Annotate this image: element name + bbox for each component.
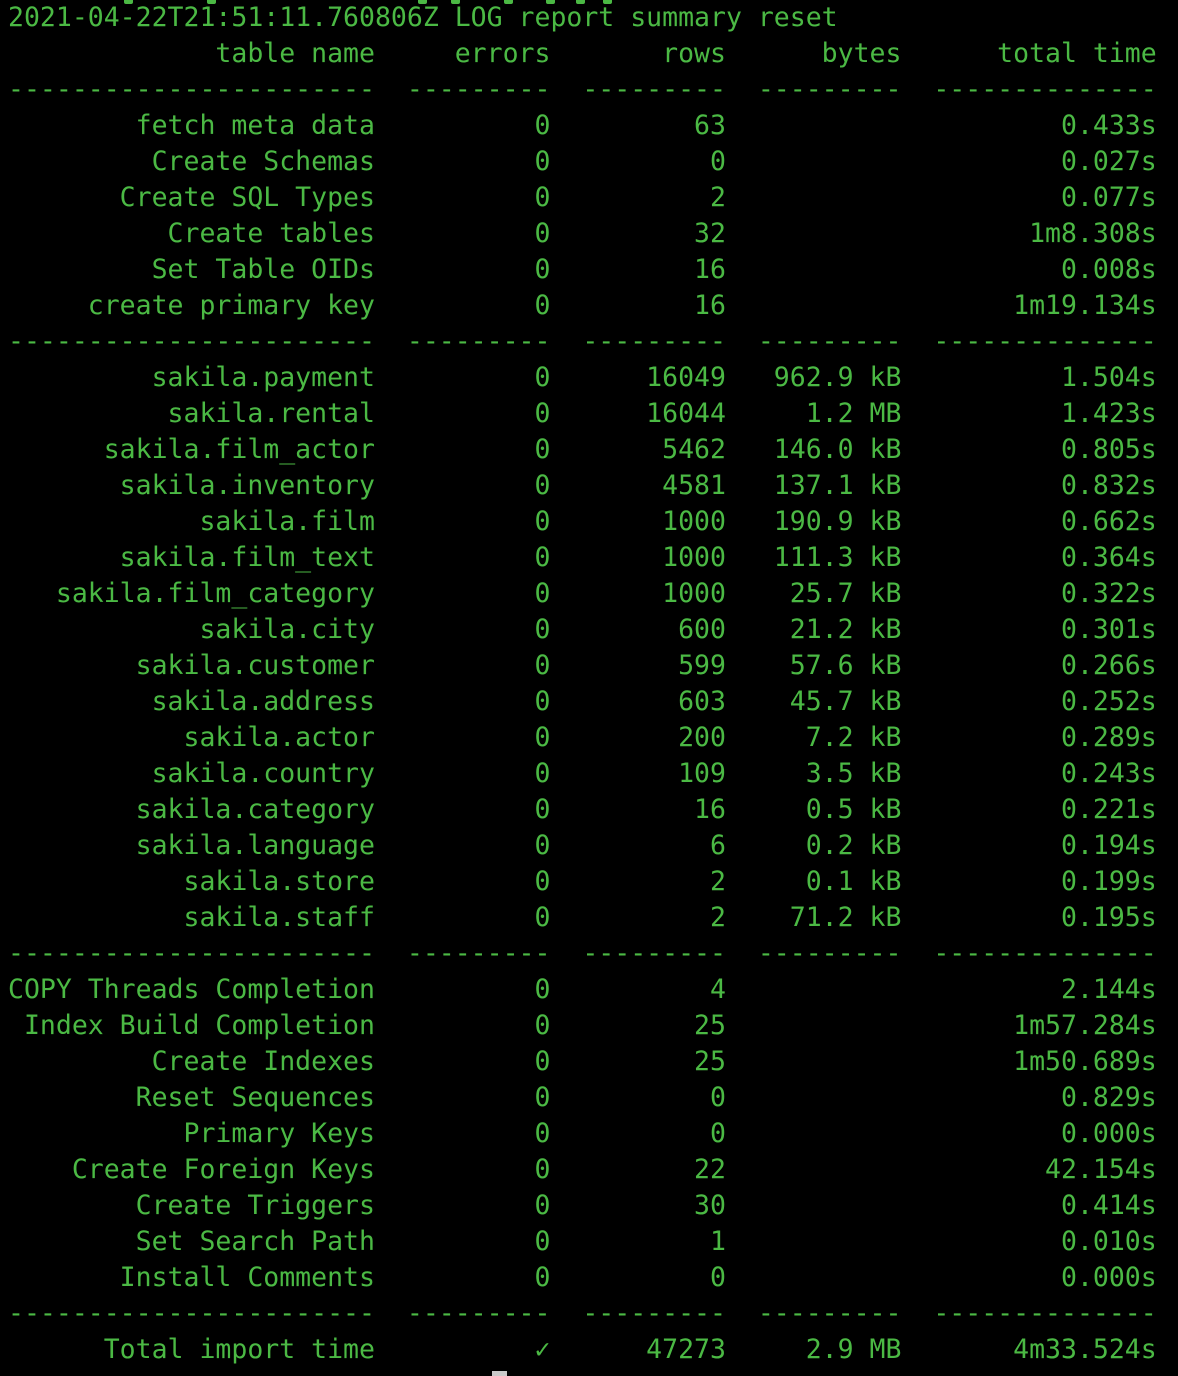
header-row: table name errors rows bytes total time bbox=[8, 38, 1157, 69]
table-row: Set Table OIDs 0 16 0.008s bbox=[8, 254, 1157, 285]
table-row: COPY Threads Completion 0 4 2.144s bbox=[8, 974, 1157, 1005]
clipped-text-fragment bbox=[504, 0, 513, 4]
terminal-output: 2021-04-22T21:51:11.760806Z LOG report s… bbox=[8, 0, 1157, 1368]
table-row: Set Search Path 0 1 0.010s bbox=[8, 1226, 1157, 1257]
table-row: sakila.store 0 2 0.1 kB 0.199s bbox=[8, 866, 1157, 897]
table-row: Create Triggers 0 30 0.414s bbox=[8, 1190, 1157, 1221]
separator-row: ----------------------- --------- ------… bbox=[8, 326, 1157, 357]
clipped-text-fragment bbox=[451, 0, 460, 4]
table-row: Create Schemas 0 0 0.027s bbox=[8, 146, 1157, 177]
table-row: sakila.category 0 16 0.5 kB 0.221s bbox=[8, 794, 1157, 825]
table-row: sakila.rental 0 16044 1.2 MB 1.423s bbox=[8, 398, 1157, 429]
table-row: sakila.customer 0 599 57.6 kB 0.266s bbox=[8, 650, 1157, 681]
table-row: Create tables 0 32 1m8.308s bbox=[8, 218, 1157, 249]
clipped-text-fragment bbox=[603, 0, 612, 4]
table-row: sakila.city 0 600 21.2 kB 0.301s bbox=[8, 614, 1157, 645]
table-row: sakila.staff 0 2 71.2 kB 0.195s bbox=[8, 902, 1157, 933]
table-row: Reset Sequences 0 0 0.829s bbox=[8, 1082, 1157, 1113]
table-row: sakila.actor 0 200 7.2 kB 0.289s bbox=[8, 722, 1157, 753]
clipped-text-fragment bbox=[546, 0, 555, 4]
clipped-previous-line bbox=[0, 0, 1178, 6]
clipped-text-fragment bbox=[418, 0, 427, 4]
table-row: Create SQL Types 0 2 0.077s bbox=[8, 182, 1157, 213]
table-row: sakila.film_text 0 1000 111.3 kB 0.364s bbox=[8, 542, 1157, 573]
separator-row: ----------------------- --------- ------… bbox=[8, 74, 1157, 105]
clipped-text-fragment bbox=[576, 0, 585, 4]
table-row: Create Indexes 0 25 1m50.689s bbox=[8, 1046, 1157, 1077]
terminal-cursor bbox=[492, 1371, 507, 1376]
table-row: sakila.inventory 0 4581 137.1 kB 0.832s bbox=[8, 470, 1157, 501]
separator-row: ----------------------- --------- ------… bbox=[8, 1298, 1157, 1329]
total-row: Total import time ✓ 47273 2.9 MB 4m33.52… bbox=[8, 1334, 1157, 1365]
clipped-text-fragment bbox=[207, 0, 216, 4]
table-row: Create Foreign Keys 0 22 42.154s bbox=[8, 1154, 1157, 1185]
separator-row: ----------------------- --------- ------… bbox=[8, 938, 1157, 969]
table-row: Index Build Completion 0 25 1m57.284s bbox=[8, 1010, 1157, 1041]
log-line: 2021-04-22T21:51:11.760806Z LOG report s… bbox=[8, 2, 838, 33]
table-row: Primary Keys 0 0 0.000s bbox=[8, 1118, 1157, 1149]
clipped-text-fragment bbox=[124, 0, 133, 4]
table-row: sakila.film_category 0 1000 25.7 kB 0.32… bbox=[8, 578, 1157, 609]
table-row: sakila.film_actor 0 5462 146.0 kB 0.805s bbox=[8, 434, 1157, 465]
table-row: sakila.payment 0 16049 962.9 kB 1.504s bbox=[8, 362, 1157, 393]
table-row: sakila.language 0 6 0.2 kB 0.194s bbox=[8, 830, 1157, 861]
table-row: create primary key 0 16 1m19.134s bbox=[8, 290, 1157, 321]
table-row: sakila.film 0 1000 190.9 kB 0.662s bbox=[8, 506, 1157, 537]
table-row: fetch meta data 0 63 0.433s bbox=[8, 110, 1157, 141]
table-row: sakila.address 0 603 45.7 kB 0.252s bbox=[8, 686, 1157, 717]
table-row: Install Comments 0 0 0.000s bbox=[8, 1262, 1157, 1293]
table-row: sakila.country 0 109 3.5 kB 0.243s bbox=[8, 758, 1157, 789]
